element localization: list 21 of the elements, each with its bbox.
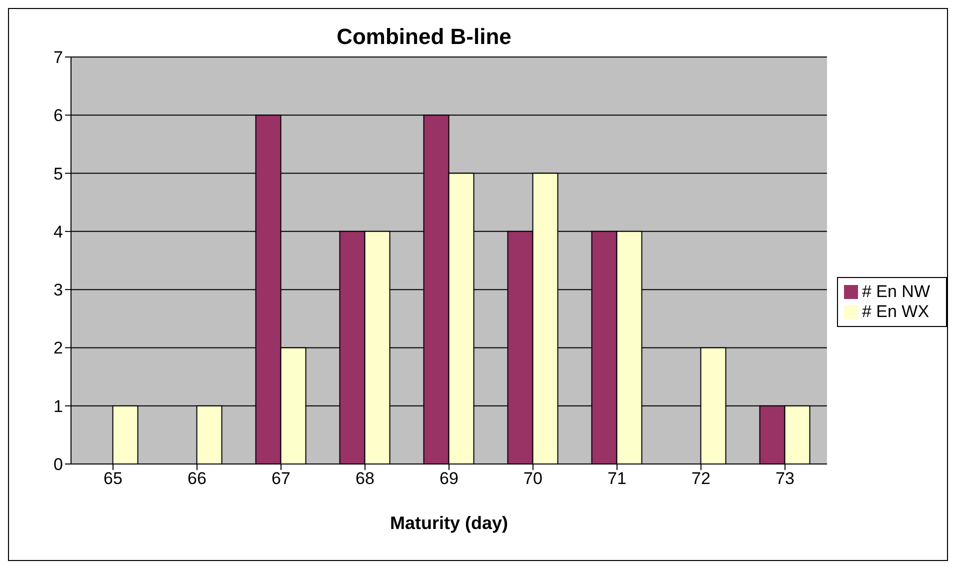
x-tick-label: 67: [272, 469, 290, 488]
x-tick-label: 72: [692, 469, 710, 488]
y-tick-label: 1: [54, 396, 63, 416]
x-tick-label: 70: [524, 469, 542, 488]
legend-label: # En NW: [862, 282, 930, 300]
x-tick-label: 69: [440, 469, 458, 488]
chart-title: Combined B-line: [336, 24, 512, 50]
x-tick-label: 71: [608, 469, 626, 488]
x-tick-label: 66: [188, 469, 206, 488]
y-tick-label: 6: [54, 106, 63, 126]
x-tick-label: 68: [356, 469, 374, 488]
y-tick-label: 2: [54, 338, 63, 358]
y-tick-label: 5: [54, 164, 63, 184]
y-tick-label: 4: [54, 222, 63, 242]
x-tick-label: 73: [776, 469, 794, 488]
x-tick-label: 65: [104, 469, 122, 488]
y-tick-label: 3: [54, 280, 63, 300]
legend-label: # En WX: [862, 302, 930, 320]
y-tick-label: 0: [54, 455, 63, 474]
y-tick-label: 7: [54, 48, 63, 68]
x-axis-title: Maturity (day): [390, 513, 508, 533]
